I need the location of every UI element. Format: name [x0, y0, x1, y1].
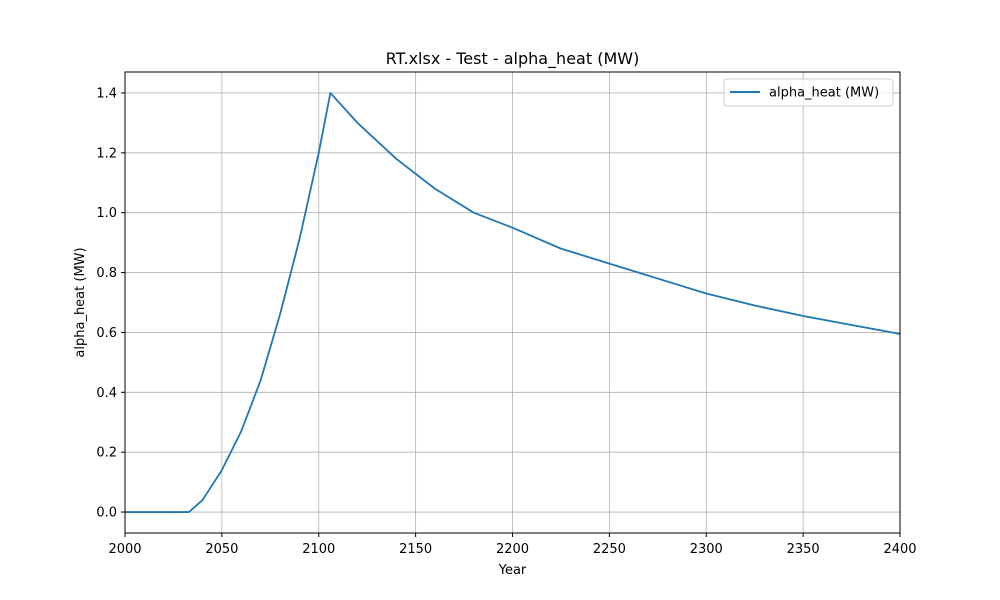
x-tick-label: 2350	[787, 542, 820, 557]
x-tick-label: 2400	[883, 542, 916, 557]
series-layer	[125, 92, 901, 513]
y-tick-label: 0.2	[96, 446, 117, 461]
x-tick-label: 2100	[302, 542, 335, 557]
legend: alpha_heat (MW)	[723, 78, 894, 107]
legend-box	[723, 78, 894, 107]
y-tick-label: 0.8	[96, 266, 117, 281]
x-tick-label: 2200	[496, 542, 529, 557]
x-tick-label: 2150	[399, 542, 432, 557]
y-tick-label: 1.4	[96, 86, 117, 101]
x-tick-label: 2300	[690, 542, 723, 557]
y-tick-label: 0.6	[96, 326, 117, 341]
x-tick-label: 2000	[108, 542, 141, 557]
ticks: 2000 2050 2100 2150 2200 2250 2300 2350 2400 0.0 0…	[96, 86, 916, 557]
x-tick-label: 2050	[205, 542, 238, 557]
y-axis-label: alpha_heat (MW)	[73, 247, 88, 357]
x-tick-label: 2250	[593, 542, 626, 557]
chart-title: RT.xlsx - Test - alpha_heat (MW)	[386, 49, 640, 69]
y-tick-label: 1.0	[96, 206, 117, 221]
y-tick-label: 1.2	[96, 146, 117, 161]
series-line-alpha-heat	[125, 92, 901, 513]
y-tick-label: 0.4	[96, 386, 117, 401]
y-tick-label: 0.0	[96, 506, 117, 521]
x-axis-label: Year	[498, 563, 527, 578]
legend-entry-alpha-heat: alpha_heat (MW)	[769, 86, 879, 101]
